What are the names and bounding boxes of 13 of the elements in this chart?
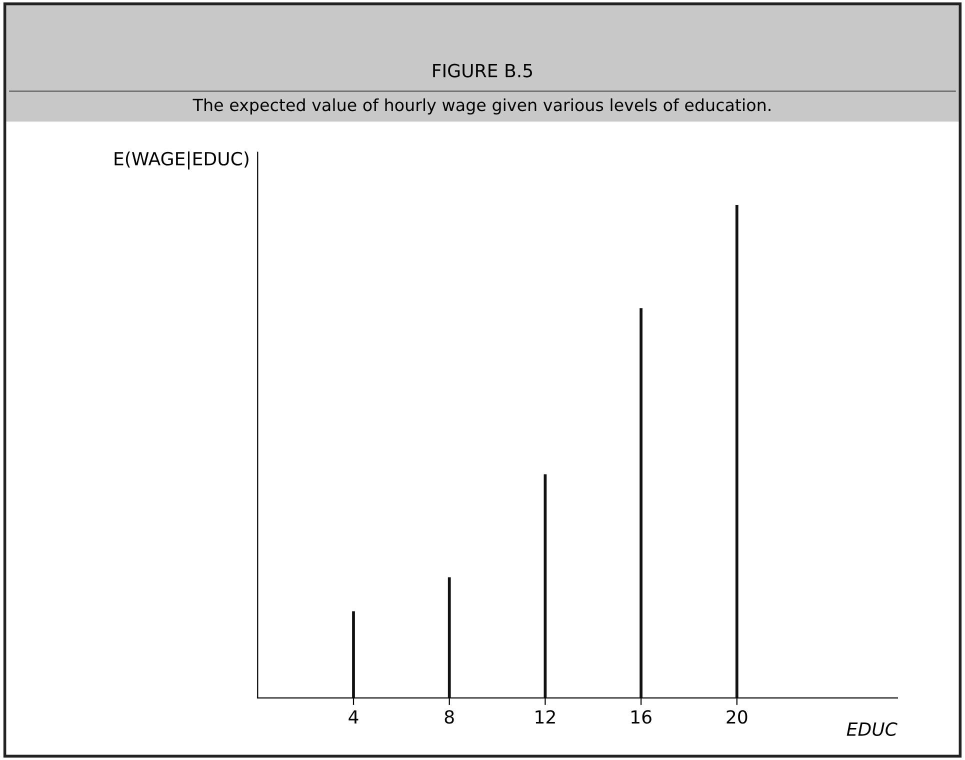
bar: [640, 308, 642, 698]
x-tick-label: 4: [348, 710, 358, 724]
x-tick-label: 20: [726, 710, 748, 724]
bar: [735, 205, 738, 698]
x-axis-title: EDUC: [846, 722, 898, 736]
chart-subtitle: The expected value of hourly wage given various levels of education.: [192, 98, 770, 114]
x-tick-label: 12: [536, 710, 555, 724]
bar: [352, 611, 355, 698]
x-tick-label: 16: [632, 710, 652, 724]
chart-title: FIGURE B.5: [433, 64, 532, 78]
y-axis-title: E(WAGE|EDUC): [114, 151, 248, 170]
bar: [448, 577, 451, 698]
x-tick-label: 8: [444, 710, 454, 724]
